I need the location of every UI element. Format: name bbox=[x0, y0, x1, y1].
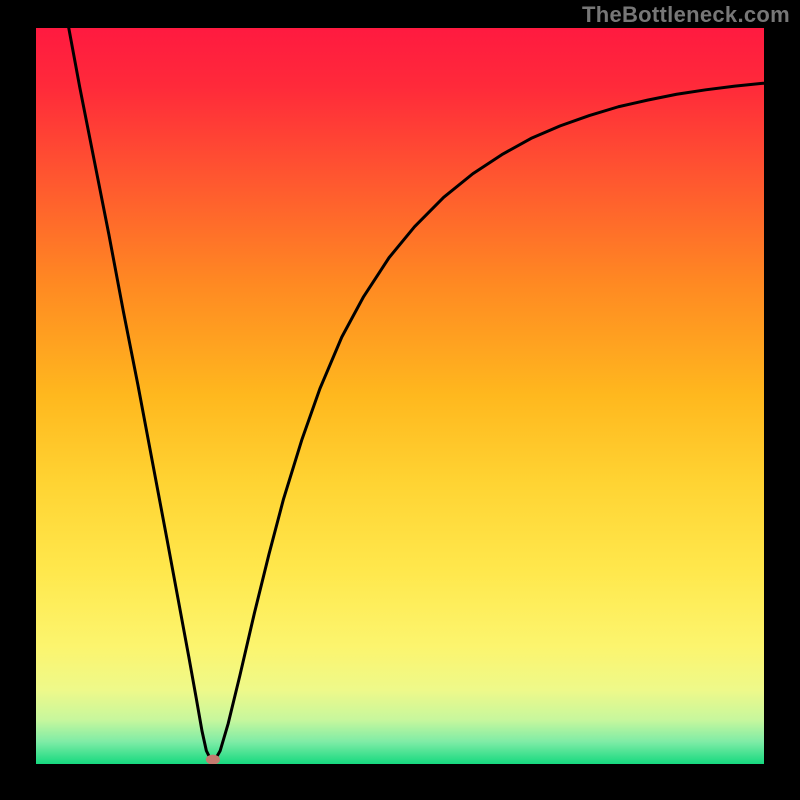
frame-left bbox=[0, 0, 36, 800]
minimum-marker bbox=[206, 755, 220, 765]
watermark-label: TheBottleneck.com bbox=[582, 2, 790, 28]
bottleneck-chart bbox=[0, 0, 800, 800]
chart-background bbox=[36, 28, 764, 764]
frame-bottom bbox=[0, 764, 800, 800]
frame-right bbox=[764, 0, 800, 800]
